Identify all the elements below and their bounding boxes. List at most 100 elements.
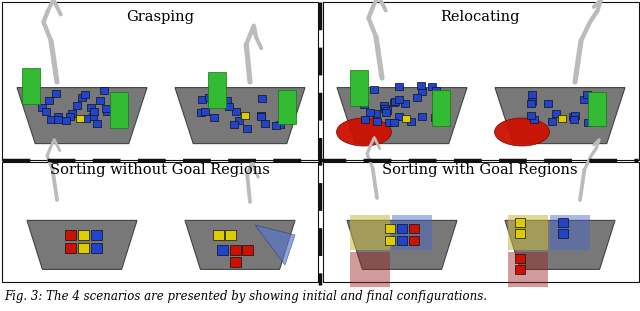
Bar — [197, 109, 205, 116]
Bar — [350, 215, 390, 250]
Bar — [515, 229, 525, 238]
Bar — [102, 105, 111, 112]
Bar — [385, 235, 395, 244]
Polygon shape — [347, 220, 457, 269]
Bar — [223, 97, 231, 104]
Bar — [515, 217, 525, 226]
Text: Sorting with Goal Regions: Sorting with Goal Regions — [382, 163, 578, 177]
Bar — [390, 99, 399, 106]
Bar — [372, 109, 380, 117]
Bar — [65, 230, 76, 240]
Bar — [383, 107, 391, 114]
Bar — [78, 94, 86, 101]
Bar — [260, 120, 269, 127]
Bar — [529, 98, 536, 105]
Bar — [257, 113, 265, 119]
Polygon shape — [185, 220, 295, 269]
Bar — [350, 70, 368, 106]
Bar — [385, 119, 393, 126]
Text: Sorting without Goal Regions: Sorting without Goal Regions — [50, 163, 270, 177]
Bar — [77, 230, 88, 240]
Bar — [366, 109, 374, 116]
Bar — [272, 122, 280, 128]
Bar — [588, 92, 606, 126]
Bar — [552, 110, 560, 117]
Bar — [558, 229, 568, 238]
Bar — [550, 215, 590, 250]
Bar — [74, 102, 81, 109]
Bar — [428, 83, 436, 90]
Polygon shape — [495, 88, 625, 144]
Bar — [593, 95, 600, 102]
Polygon shape — [17, 88, 147, 144]
Bar — [77, 243, 88, 253]
Bar — [88, 104, 95, 111]
Bar — [515, 264, 525, 273]
Bar — [236, 117, 243, 124]
Bar — [258, 95, 266, 102]
Bar — [323, 162, 639, 282]
Bar — [230, 245, 241, 255]
Bar — [230, 257, 241, 267]
Bar — [431, 114, 439, 121]
Bar — [432, 87, 440, 94]
Bar — [65, 243, 76, 253]
Bar — [96, 97, 104, 104]
Bar — [528, 91, 536, 98]
Bar — [2, 162, 318, 282]
Bar — [45, 97, 53, 104]
Text: Fig. 3: The 4 scenarios are presented by showing initial and final configuration: Fig. 3: The 4 scenarios are presented by… — [4, 290, 487, 303]
Text: Relocating: Relocating — [440, 10, 520, 24]
Bar — [66, 113, 74, 120]
Bar — [68, 110, 76, 117]
Bar — [530, 116, 538, 123]
Bar — [548, 118, 556, 125]
Bar — [385, 224, 395, 233]
Bar — [205, 95, 214, 101]
Bar — [584, 119, 592, 126]
Bar — [558, 217, 568, 226]
Ellipse shape — [495, 118, 550, 146]
Bar — [392, 98, 399, 104]
Bar — [380, 102, 388, 109]
Bar — [111, 98, 118, 105]
Bar — [211, 92, 220, 99]
Bar — [508, 252, 548, 287]
Bar — [418, 88, 426, 95]
Bar — [42, 109, 50, 115]
Bar — [395, 83, 403, 90]
Bar — [570, 116, 578, 123]
Bar — [527, 112, 534, 119]
Bar — [2, 2, 318, 160]
Bar — [243, 125, 251, 132]
Polygon shape — [255, 225, 295, 265]
Bar — [390, 119, 398, 126]
Bar — [417, 82, 426, 89]
Bar — [392, 215, 432, 250]
Bar — [47, 115, 55, 123]
Polygon shape — [337, 88, 467, 144]
Bar — [81, 91, 90, 99]
Bar — [508, 215, 548, 250]
Polygon shape — [27, 220, 137, 269]
Bar — [210, 114, 218, 121]
Bar — [568, 113, 577, 120]
Bar — [241, 245, 253, 255]
Bar — [397, 224, 407, 233]
Bar — [257, 113, 264, 119]
Bar — [61, 118, 70, 124]
Bar — [395, 96, 403, 103]
Bar — [225, 103, 234, 110]
Bar — [100, 87, 108, 94]
Ellipse shape — [337, 118, 392, 146]
Bar — [409, 224, 419, 233]
Bar — [544, 100, 552, 107]
Bar — [571, 112, 579, 118]
Bar — [396, 113, 403, 119]
Bar — [432, 90, 450, 126]
Bar — [583, 91, 591, 98]
Text: Grasping: Grasping — [126, 10, 194, 24]
Bar — [38, 104, 46, 111]
Bar — [397, 235, 407, 244]
Bar — [381, 109, 390, 116]
